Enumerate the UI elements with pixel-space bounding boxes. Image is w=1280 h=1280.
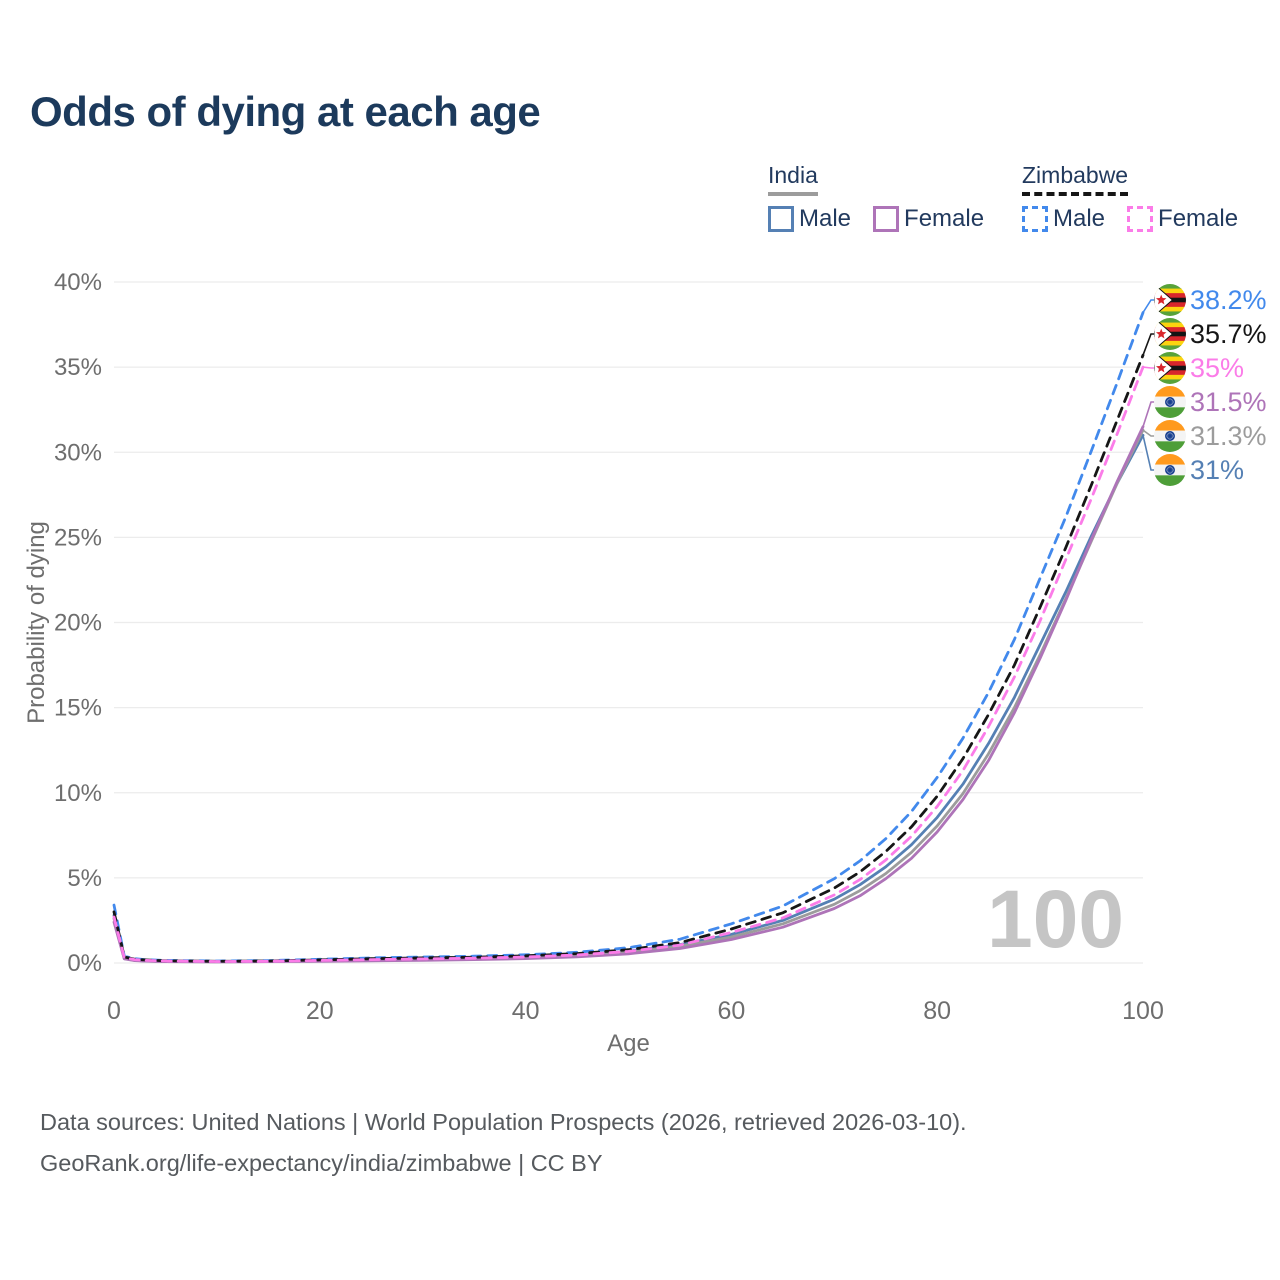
legend-items-india: Male Female <box>768 205 986 233</box>
legend-heading-zimbabwe: Zimbabwe <box>1022 162 1129 196</box>
end-label-india-male: 31% <box>1190 455 1244 485</box>
india-female-swatch-icon <box>873 206 900 232</box>
zimbabwe-female-swatch-icon <box>1127 206 1154 232</box>
x-tick-label: 20 <box>306 997 334 1025</box>
legend-item-label: Female <box>1158 205 1239 232</box>
x-tick-label: 80 <box>923 997 951 1025</box>
page-title: Odds of dying at each age <box>30 88 541 135</box>
end-label-india-female: 31.5% <box>1190 387 1267 417</box>
chart-footer: Data sources: United Nations | World Pop… <box>40 1102 967 1184</box>
data-sources-line: Data sources: United Nations | World Pop… <box>40 1109 967 1135</box>
y-tick-label: 30% <box>54 439 102 466</box>
end-label-zimbabwe: 35.7% <box>1190 319 1267 349</box>
axis-title-x: Age <box>607 1030 650 1057</box>
legend-item-label: Female <box>904 205 985 232</box>
x-tick-label: 40 <box>512 997 540 1025</box>
legend-heading-india: India <box>768 162 818 196</box>
legend-item-label: Male <box>1053 205 1106 232</box>
end-label-connector-zimbabwe <box>1142 333 1156 356</box>
legend-items-zimbabwe: Male Female <box>1022 205 1238 233</box>
legend-item-india-male[interactable]: Male <box>768 205 851 233</box>
legend-group-india: India Male Female <box>768 162 986 233</box>
y-tick-label: 15% <box>54 695 102 722</box>
y-tick-label: 25% <box>54 524 102 551</box>
x-tick-label: 100 <box>1122 997 1164 1025</box>
legend-item-zimbabwe-male[interactable]: Male <box>1022 205 1105 233</box>
legend-item-zimbabwe-female[interactable]: Female <box>1127 205 1238 233</box>
series-line-zimbabwe-male <box>112 311 1145 963</box>
y-tick-label: 0% <box>67 950 102 977</box>
y-tick-label: 35% <box>54 354 102 381</box>
y-tick-label: 10% <box>54 780 102 807</box>
y-tick-label: 5% <box>67 865 102 892</box>
legend-item-label: Male <box>799 205 852 232</box>
india-flag-icon <box>1154 386 1186 418</box>
india-male-swatch-icon <box>768 206 794 232</box>
legend-group-zimbabwe: Zimbabwe Male Female <box>1022 162 1238 233</box>
legend-item-india-female[interactable]: Female <box>873 205 984 233</box>
series-line-zimbabwe-female <box>112 365 1145 963</box>
india-flag-icon <box>1154 420 1186 452</box>
end-label-connector-india-female <box>1142 401 1156 427</box>
end-label-connector-india-male <box>1142 435 1156 471</box>
end-label-zimbabwe-male: 38.2% <box>1190 285 1267 315</box>
attribution-line: GeoRank.org/life-expectancy/india/zimbab… <box>40 1150 603 1176</box>
series-line-zimbabwe <box>112 353 1145 963</box>
end-label-zimbabwe-female: 35% <box>1190 353 1244 383</box>
end-label-connector-zimbabwe-male <box>1142 299 1156 314</box>
india-flag-icon <box>1154 454 1186 486</box>
zimbabwe-male-swatch-icon <box>1022 206 1048 232</box>
y-tick-label: 40% <box>54 269 102 296</box>
y-tick-label: 20% <box>54 610 102 637</box>
zimbabwe-flag-icon <box>1154 284 1186 316</box>
axis-title-y: Probability of dying <box>23 521 50 724</box>
x-tick-label: 0 <box>107 997 121 1025</box>
end-label-india: 31.3% <box>1190 421 1267 451</box>
zimbabwe-flag-icon <box>1154 318 1186 350</box>
chart-legend: India Male Female Zimbabwe Male Female <box>768 162 1238 233</box>
watermark: 100 <box>987 874 1124 965</box>
zimbabwe-flag-icon <box>1154 352 1186 384</box>
x-tick-label: 60 <box>717 997 745 1025</box>
